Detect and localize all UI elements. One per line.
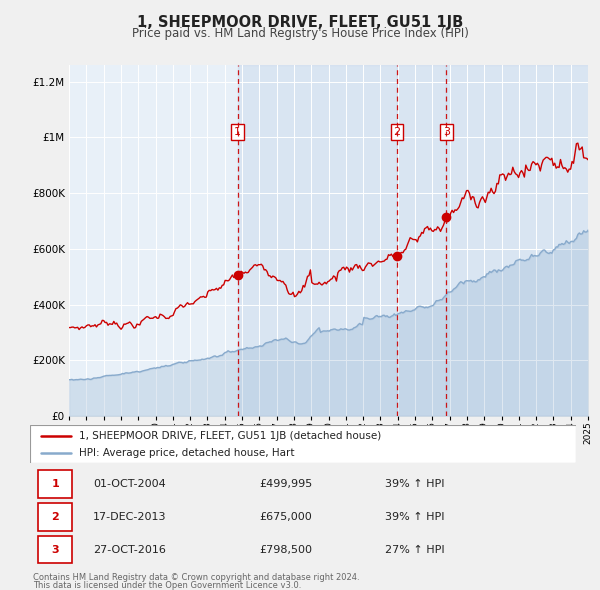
Text: HPI: Average price, detached house, Hart: HPI: Average price, detached house, Hart	[79, 448, 295, 458]
Text: 1: 1	[51, 479, 59, 489]
Text: 1, SHEEPMOOR DRIVE, FLEET, GU51 1JB: 1, SHEEPMOOR DRIVE, FLEET, GU51 1JB	[137, 15, 463, 30]
Text: 39% ↑ HPI: 39% ↑ HPI	[385, 479, 445, 489]
Text: Price paid vs. HM Land Registry's House Price Index (HPI): Price paid vs. HM Land Registry's House …	[131, 27, 469, 40]
Text: 01-OCT-2004: 01-OCT-2004	[93, 479, 166, 489]
Text: £675,000: £675,000	[259, 512, 312, 522]
Text: 2: 2	[394, 127, 401, 137]
Text: Contains HM Land Registry data © Crown copyright and database right 2024.: Contains HM Land Registry data © Crown c…	[33, 573, 359, 582]
Text: 17-DEC-2013: 17-DEC-2013	[93, 512, 166, 522]
Bar	[446, 65, 600, 416]
Text: 27-OCT-2016: 27-OCT-2016	[93, 545, 166, 555]
Text: 2: 2	[51, 512, 59, 522]
Bar	[38, 503, 72, 531]
Bar	[238, 65, 397, 416]
Text: 1: 1	[234, 127, 241, 137]
Bar	[38, 536, 72, 563]
Bar	[397, 65, 446, 416]
Text: 39% ↑ HPI: 39% ↑ HPI	[385, 512, 445, 522]
Bar	[38, 470, 72, 498]
Text: 1, SHEEPMOOR DRIVE, FLEET, GU51 1JB (detached house): 1, SHEEPMOOR DRIVE, FLEET, GU51 1JB (det…	[79, 431, 382, 441]
Text: 27% ↑ HPI: 27% ↑ HPI	[385, 545, 445, 555]
Text: This data is licensed under the Open Government Licence v3.0.: This data is licensed under the Open Gov…	[33, 581, 301, 590]
Text: £798,500: £798,500	[259, 545, 313, 555]
Text: 3: 3	[443, 127, 450, 137]
Text: 3: 3	[52, 545, 59, 555]
Text: £499,995: £499,995	[259, 479, 313, 489]
